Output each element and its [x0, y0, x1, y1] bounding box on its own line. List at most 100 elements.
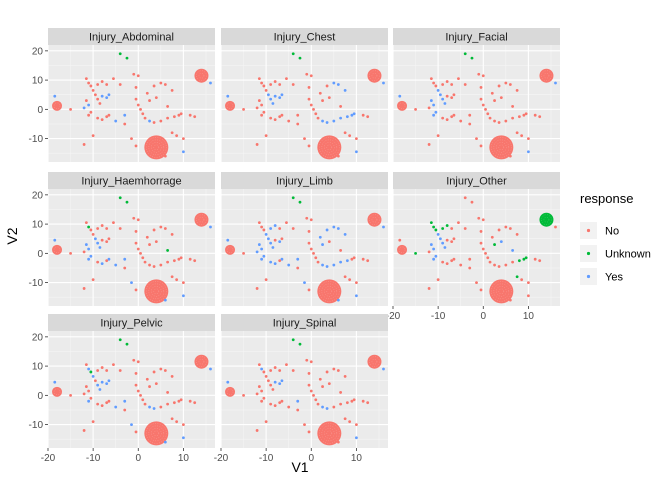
y-tick-label: 10	[32, 220, 44, 231]
cluster-fill	[367, 68, 382, 83]
cluster-fill	[52, 386, 63, 397]
cluster-texture	[498, 144, 505, 151]
scatter-point	[463, 52, 467, 56]
scatter-point	[475, 137, 478, 141]
cluster-texture	[151, 142, 162, 153]
scatter-point	[355, 137, 358, 141]
scatter-point	[262, 84, 266, 88]
scatter-point	[280, 93, 284, 97]
cluster-texture	[326, 430, 333, 437]
scatter-point	[468, 122, 472, 126]
scatter-point	[327, 240, 331, 244]
scatter-point	[307, 144, 311, 148]
scatter-point	[242, 393, 245, 397]
facet-strip	[48, 172, 215, 189]
scatter-point	[427, 143, 431, 146]
point-cluster	[367, 68, 382, 83]
facet-strip	[221, 172, 388, 189]
cluster-texture	[321, 139, 338, 156]
scatter-point	[188, 113, 192, 117]
scatter-point	[89, 110, 93, 114]
scatter-point	[477, 72, 481, 76]
scatter-point	[517, 115, 521, 119]
scatter-point	[332, 405, 336, 409]
cluster-fill	[489, 135, 514, 160]
scatter-point	[182, 294, 185, 298]
cluster-texture	[146, 423, 167, 444]
scatter-point	[118, 52, 122, 56]
scatter-point	[468, 113, 472, 117]
scatter-point	[141, 256, 145, 260]
scatter-point	[98, 246, 102, 249]
scatter-point	[366, 115, 370, 119]
scatter-point	[538, 259, 542, 263]
scatter-point	[325, 407, 329, 410]
scatter-point	[273, 118, 277, 121]
scatter-point	[336, 83, 340, 86]
scatter-point	[148, 263, 151, 267]
cluster-texture	[321, 425, 338, 442]
scatter-point	[262, 228, 266, 232]
scatter-point	[296, 266, 300, 270]
scatter-point	[269, 116, 273, 120]
scatter-point	[188, 257, 192, 261]
scatter-point	[96, 260, 100, 264]
cluster-fill	[144, 279, 169, 304]
cluster-texture	[226, 246, 234, 254]
scatter-point	[486, 256, 490, 260]
panels: Injury_Abdominal -10 0 10 20 Injury_Chest Inju…	[29, 28, 560, 464]
legend-title: response	[580, 191, 633, 206]
y-tick-label: 20	[32, 46, 44, 57]
scatter-point	[508, 154, 512, 158]
cluster-fill	[367, 354, 382, 369]
scatter-point	[148, 385, 151, 388]
scatter-point	[382, 367, 385, 371]
scatter-point	[260, 113, 264, 117]
facet-strip-label: Injury_Haemhorrage	[81, 176, 181, 188]
scatter-point	[182, 436, 185, 440]
scatter-point	[163, 369, 167, 372]
scatter-point	[490, 235, 494, 239]
scatter-point	[266, 237, 270, 241]
scatter-point	[445, 224, 449, 227]
scatter-point	[309, 103, 313, 107]
point-cluster	[367, 212, 382, 227]
scatter-point	[87, 225, 91, 229]
cluster-texture	[198, 358, 205, 365]
scatter-point	[278, 83, 282, 86]
scatter-point	[488, 260, 492, 264]
scatter-point	[166, 105, 170, 108]
scatter-point	[87, 399, 91, 403]
scatter-point	[166, 391, 170, 394]
scatter-point	[432, 257, 436, 261]
scatter-point	[143, 116, 147, 120]
scatter-point	[450, 227, 454, 230]
scatter-point	[154, 96, 158, 100]
x-tick-label: 0	[135, 453, 141, 464]
scatter-point	[82, 143, 86, 146]
x-tick-label: -20	[214, 453, 229, 464]
scatter-point	[269, 83, 273, 86]
scatter-point	[312, 393, 315, 397]
point-cluster	[489, 279, 514, 304]
facet-panel: Injury_Limb	[220, 172, 388, 306]
scatter-point	[93, 379, 97, 383]
scatter-point	[100, 366, 104, 369]
scatter-point	[82, 250, 86, 254]
scatter-point	[96, 97, 100, 101]
scatter-point	[441, 241, 445, 245]
scatter-point	[343, 374, 347, 378]
scatter-point	[450, 96, 454, 100]
cluster-texture	[371, 216, 378, 223]
scatter-point	[255, 429, 259, 432]
facet-strip	[48, 314, 215, 331]
cluster-texture	[148, 283, 165, 300]
scatter-point	[361, 113, 365, 117]
point-cluster	[52, 244, 63, 255]
cluster-texture	[321, 283, 338, 300]
scatter-point	[524, 112, 528, 116]
scatter-point	[91, 420, 95, 424]
scatter-point	[303, 423, 306, 426]
scatter-point	[429, 243, 433, 246]
scatter-point	[427, 250, 431, 254]
